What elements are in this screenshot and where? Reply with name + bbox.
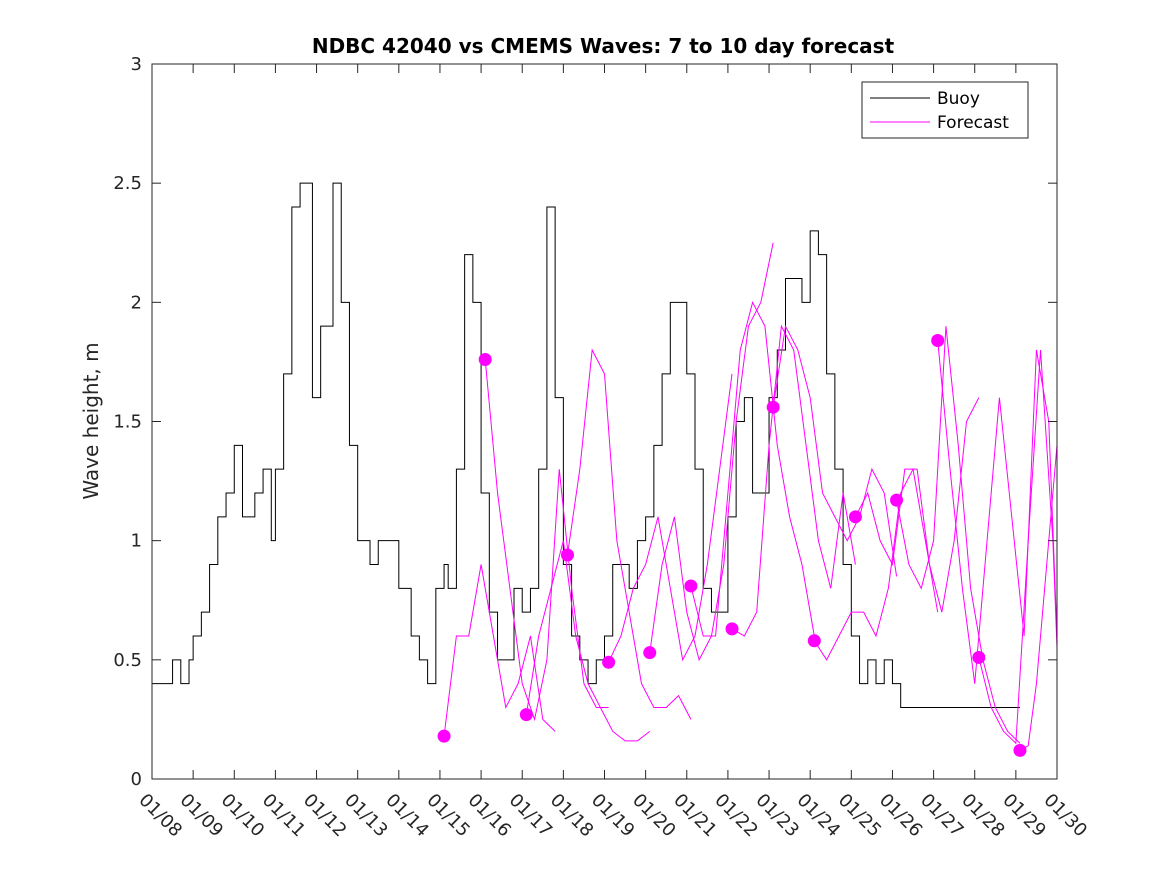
forecast-line-8 (772, 324, 898, 577)
forecast-start-point-10 (848, 510, 862, 524)
y-tick-label-4: 2 (131, 292, 142, 313)
forecast-line-12 (937, 340, 1058, 684)
legend-forecast-label: Forecast (937, 113, 1009, 133)
forecast-line-7 (731, 324, 856, 637)
chart-title: NDBC 42040 vs CMEMS Waves: 7 to 10 day f… (312, 34, 895, 58)
forecast-start-point-4 (602, 655, 616, 669)
legend-box (861, 81, 1029, 139)
x-tick-label-8: 01/16 (464, 790, 516, 842)
x-tick-label-10: 01/18 (546, 790, 598, 842)
forecast-line-4 (608, 373, 733, 663)
x-tick-label-18: 01/26 (875, 790, 927, 842)
forecast-start-point-0 (437, 729, 451, 743)
x-tick-label-17: 01/25 (834, 790, 886, 842)
legend: Buoy Forecast (861, 81, 1029, 139)
forecast-line-11 (896, 326, 1021, 744)
forecast-line-13 (978, 349, 1058, 745)
y-tick-label-5: 2.5 (113, 173, 142, 194)
forecast-start-point-14 (1013, 743, 1027, 757)
y-tick-label-2: 1 (131, 531, 142, 552)
x-tick-label-0: 01/08 (134, 790, 186, 842)
buoy-series (152, 182, 1020, 708)
forecast-line-0 (443, 564, 556, 737)
x-tick-label-3: 01/11 (258, 790, 310, 842)
forecast-series (437, 242, 1058, 757)
x-tick-label-1: 01/09 (176, 790, 228, 842)
forecast-start-point-6 (684, 579, 698, 593)
y-axis-label: Wave height, m (79, 342, 103, 499)
forecast-start-point-8 (766, 400, 780, 414)
forecast-start-point-7 (725, 622, 739, 636)
x-tick-label-21: 01/29 (998, 790, 1050, 842)
plot-background (152, 64, 1057, 779)
x-tick-label-16: 01/24 (793, 790, 845, 842)
forecast-start-point-13 (972, 650, 986, 664)
x-tick-label-9: 01/17 (505, 790, 557, 842)
buoy-line (152, 182, 1020, 708)
x-tick-label-14: 01/22 (710, 790, 762, 842)
y-tick-label-1: 0.5 (113, 650, 142, 671)
x-tick-label-20: 01/28 (957, 790, 1009, 842)
forecast-line-10 (854, 397, 980, 613)
x-tick-label-13: 01/21 (669, 790, 721, 842)
y-tick-label-3: 1.5 (113, 412, 142, 433)
forecast-start-point-1 (478, 353, 492, 367)
forecast-start-point-2 (519, 708, 533, 722)
forecast-line-1 (484, 359, 609, 722)
forecast-line-14 (1019, 445, 1058, 751)
x-tick-label-11: 01/19 (587, 790, 639, 842)
x-tick-label-12: 01/20 (628, 790, 680, 842)
x-tick-label-5: 01/13 (340, 790, 392, 842)
forecast-line-9 (813, 467, 939, 661)
x-tick-label-15: 01/23 (752, 790, 804, 842)
forecast-start-point-9 (807, 634, 821, 648)
forecast-start-point-11 (890, 493, 904, 507)
forecast-start-point-5 (643, 646, 657, 660)
y-tick-label-0: 0 (131, 769, 142, 790)
x-tick-label-6: 01/14 (381, 790, 433, 842)
forecast-line-2 (525, 540, 651, 742)
x-tick-label-19: 01/27 (916, 790, 968, 842)
forecast-start-point-3 (560, 548, 574, 562)
x-tick-label-2: 01/10 (217, 790, 269, 842)
forecast-line-3 (566, 348, 692, 720)
forecast-start-point-12 (931, 333, 945, 347)
legend-buoy-label: Buoy (937, 89, 980, 109)
x-tick-label-7: 01/15 (422, 790, 474, 842)
x-tick-label-4: 01/12 (299, 790, 351, 842)
x-tick-label-22: 01/30 (1039, 790, 1091, 842)
forecast-line-6 (690, 300, 815, 637)
plot-area (152, 64, 1057, 779)
y-tick-label-6: 3 (131, 54, 142, 75)
